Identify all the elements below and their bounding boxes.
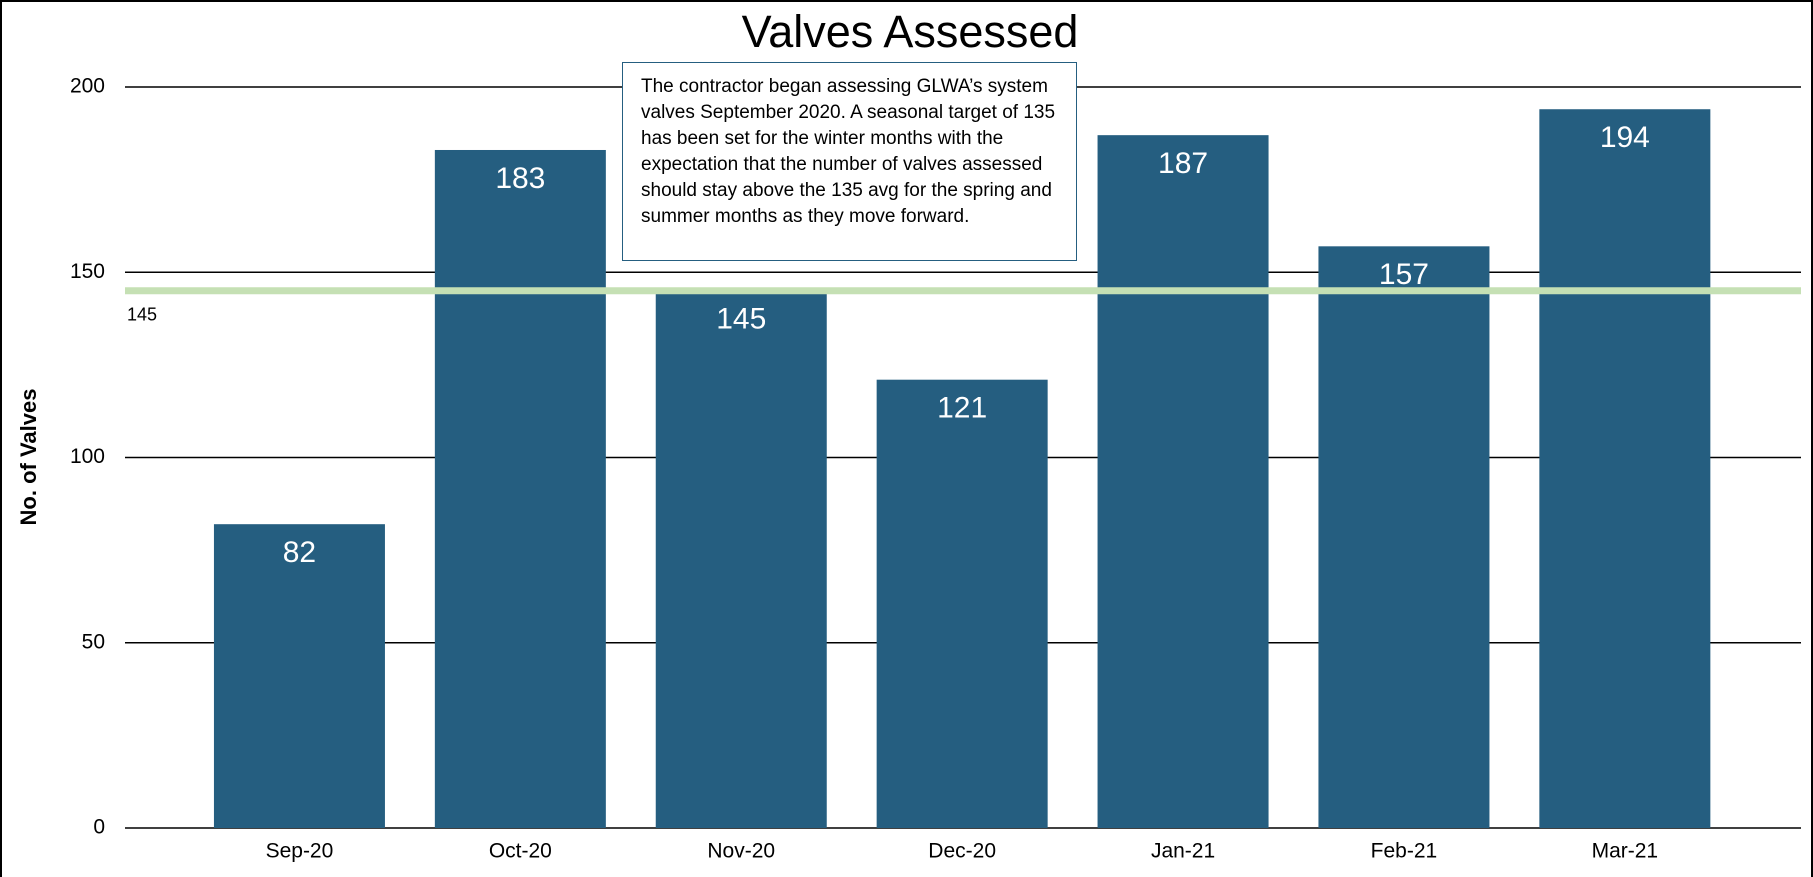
bar bbox=[1318, 246, 1490, 828]
x-tick-label: Feb-21 bbox=[1371, 840, 1438, 863]
bar bbox=[876, 379, 1048, 828]
bar bbox=[1539, 109, 1711, 829]
data-label: 187 bbox=[1158, 147, 1208, 180]
bar bbox=[655, 290, 827, 828]
y-tick-label: 200 bbox=[70, 75, 105, 98]
y-tick-label: 150 bbox=[70, 260, 105, 283]
y-tick-label: 100 bbox=[70, 445, 105, 468]
y-axis-label: No. of Valves bbox=[16, 389, 41, 526]
bar bbox=[213, 524, 385, 828]
x-tick-label: Oct-20 bbox=[489, 840, 552, 863]
data-label: 82 bbox=[283, 536, 316, 569]
bar bbox=[434, 149, 606, 829]
annotation: The contractor began assessing GLWA’s sy… bbox=[622, 62, 1077, 261]
data-label: 145 bbox=[716, 303, 766, 336]
data-label: 183 bbox=[495, 162, 545, 195]
y-tick-label: 50 bbox=[82, 630, 105, 653]
x-tick-label: Mar-21 bbox=[1592, 840, 1659, 863]
bar bbox=[1097, 135, 1269, 829]
x-tick-label: Nov-20 bbox=[707, 840, 775, 863]
chart-title: Valves Assessed bbox=[742, 6, 1079, 57]
data-label: 121 bbox=[937, 392, 987, 425]
data-label: 157 bbox=[1379, 258, 1429, 291]
x-tick-label: Jan-21 bbox=[1151, 840, 1215, 863]
x-tick-label: Sep-20 bbox=[266, 840, 334, 863]
data-label: 194 bbox=[1600, 121, 1650, 154]
reference-label: 145 bbox=[127, 305, 157, 325]
x-tick-label: Dec-20 bbox=[928, 840, 996, 863]
y-tick-label: 0 bbox=[93, 816, 105, 839]
